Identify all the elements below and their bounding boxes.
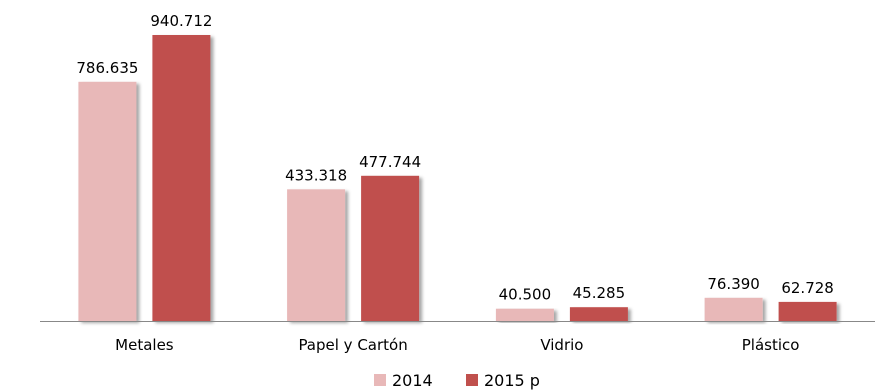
value-label-plastico-2014: 76.390 bbox=[707, 275, 760, 293]
category-label-metales: Metales bbox=[115, 336, 174, 354]
value-label-metales-2015-p: 940.712 bbox=[150, 12, 212, 30]
value-labels-group: 786.635 940.712 433.318 477.744 40.500 45.285… bbox=[76, 12, 833, 304]
category-label-papel-y-carton: Papel y Cartón bbox=[298, 336, 407, 354]
value-label-vidrio-2014: 40.500 bbox=[499, 286, 552, 304]
bar-plastico-2015-p bbox=[778, 301, 837, 321]
category-labels-group: Metales Papel y Cartón Vidrio Plástico bbox=[115, 336, 799, 354]
value-label-metales-2014: 786.635 bbox=[76, 59, 138, 77]
legend: 2014 2015 p bbox=[374, 371, 540, 390]
bars-group bbox=[78, 35, 837, 321]
category-label-vidrio: Vidrio bbox=[540, 336, 583, 354]
bar-plastico-2014 bbox=[704, 297, 763, 321]
legend-label-2014: 2014 bbox=[392, 371, 433, 390]
bar-metales-2014 bbox=[78, 81, 137, 321]
value-label-plastico-2015-p: 62.728 bbox=[781, 279, 834, 297]
value-label-papel-y-carton-2015-p: 477.744 bbox=[359, 153, 421, 171]
bar-metales-2015-p bbox=[152, 35, 211, 321]
value-label-papel-y-carton-2014: 433.318 bbox=[285, 166, 347, 184]
category-label-plastico: Plástico bbox=[742, 336, 800, 354]
bar-papel-y-carton-2015-p bbox=[361, 175, 420, 321]
legend-label-2015p: 2015 p bbox=[484, 371, 540, 390]
bar-vidrio-2014 bbox=[495, 308, 554, 321]
legend-swatch-2015p bbox=[466, 374, 478, 386]
legend-swatch-2014 bbox=[374, 374, 386, 386]
bar-vidrio-2015-p bbox=[569, 307, 628, 321]
value-label-vidrio-2015-p: 45.285 bbox=[573, 284, 626, 302]
bar-papel-y-carton-2014 bbox=[287, 189, 346, 321]
